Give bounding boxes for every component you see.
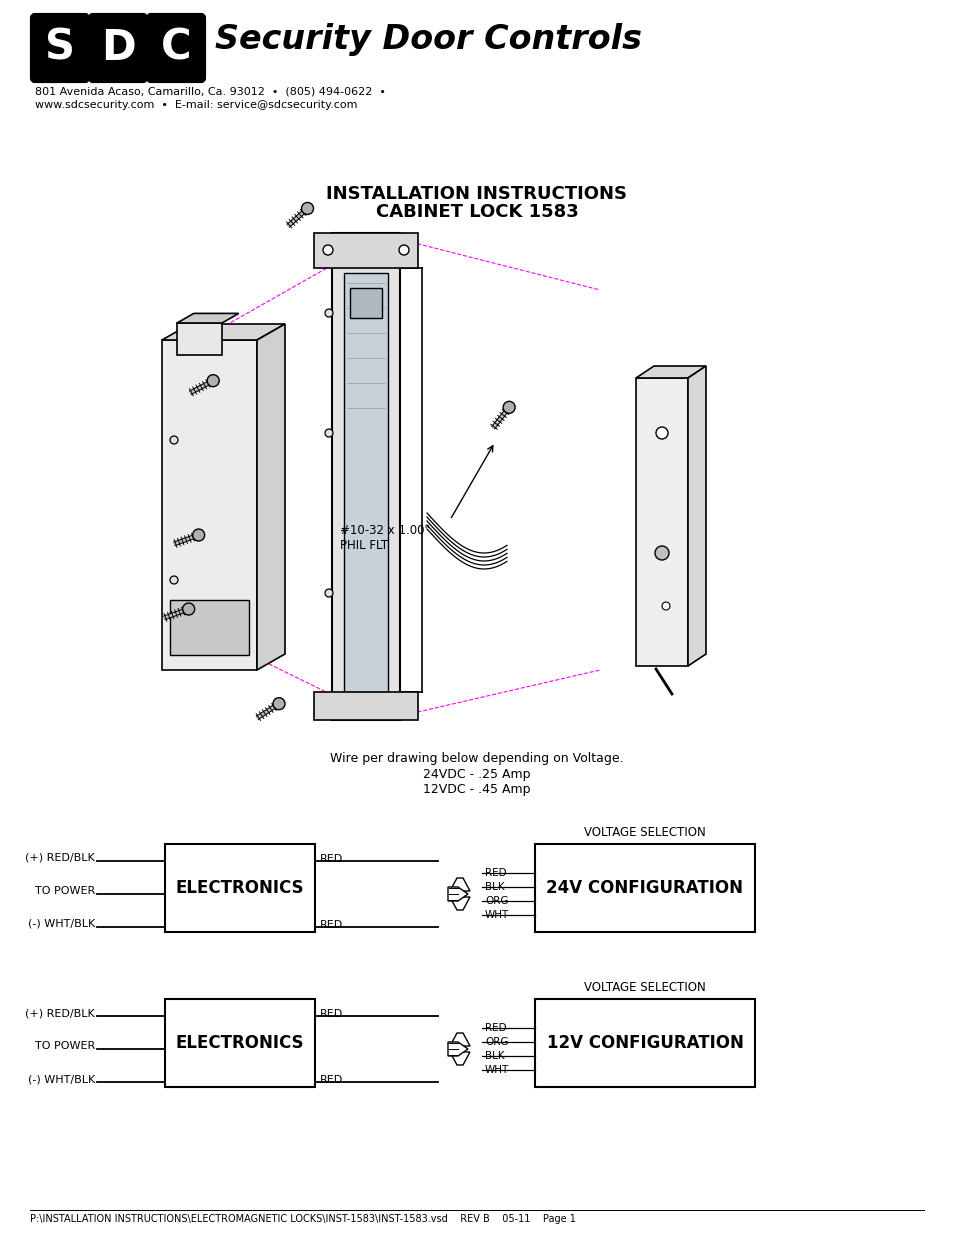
Polygon shape [162,324,285,340]
Circle shape [207,374,219,387]
Circle shape [502,401,515,414]
FancyBboxPatch shape [32,15,88,82]
Text: D: D [101,27,135,69]
Circle shape [398,245,409,254]
Text: ELECTRONICS: ELECTRONICS [175,1034,304,1052]
Circle shape [301,203,314,215]
Bar [165,844,314,932]
Text: S: S [45,27,75,69]
Text: #10-32 x 1.00"
PHIL FLT: #10-32 x 1.00" PHIL FLT [339,524,430,552]
Text: RED: RED [319,853,343,864]
Polygon shape [170,600,249,655]
Text: WHT: WHT [484,1065,509,1074]
Circle shape [655,546,668,559]
Polygon shape [450,878,470,890]
FancyBboxPatch shape [90,15,146,82]
Text: VOLTAGE SELECTION: VOLTAGE SELECTION [583,981,705,994]
Text: INSTALLATION INSTRUCTIONS: INSTALLATION INSTRUCTIONS [326,185,627,203]
Circle shape [661,601,669,610]
Text: RED: RED [484,1023,506,1032]
Text: (-) WHT/BLK: (-) WHT/BLK [28,1074,95,1084]
Circle shape [325,589,333,597]
Polygon shape [450,1032,470,1046]
FancyBboxPatch shape [148,15,204,82]
Polygon shape [636,366,705,378]
Text: ORG: ORG [484,1037,508,1047]
Text: CABINET LOCK 1583: CABINET LOCK 1583 [375,203,578,221]
Text: ELECTRONICS: ELECTRONICS [175,879,304,897]
Text: RED: RED [484,868,506,878]
Text: BLK: BLK [484,1051,504,1061]
Polygon shape [256,324,285,671]
Text: RED: RED [319,1009,343,1019]
Text: 24V CONFIGURATION: 24V CONFIGURATION [546,879,742,897]
Text: TO POWER: TO POWER [34,1041,95,1051]
Text: www.sdcsecurity.com  •  E-mail: service@sdcsecurity.com: www.sdcsecurity.com • E-mail: service@sd… [35,100,357,110]
Text: 24VDC - .25 Amp: 24VDC - .25 Amp [423,768,530,781]
Text: 12VDC - .45 Amp: 12VDC - .45 Amp [423,783,530,797]
Polygon shape [332,233,399,720]
Bar [535,844,754,932]
Text: (+) RED/BLK: (+) RED/BLK [25,1008,95,1018]
Polygon shape [450,897,470,910]
Circle shape [170,436,178,445]
Circle shape [193,529,205,541]
Text: C: C [160,27,192,69]
Text: P:\INSTALLATION INSTRUCTIONS\ELECTROMAGNETIC LOCKS\INST-1583\INST-1583.vsd    RE: P:\INSTALLATION INSTRUCTIONS\ELECTROMAGN… [30,1214,576,1224]
Polygon shape [344,273,388,695]
Text: RED: RED [319,1074,343,1086]
Text: Security Door Controls: Security Door Controls [214,23,641,56]
Text: VOLTAGE SELECTION: VOLTAGE SELECTION [583,826,705,839]
Text: (+) RED/BLK: (+) RED/BLK [25,853,95,863]
Bar [535,999,754,1087]
Polygon shape [448,887,468,902]
Circle shape [182,603,194,615]
Circle shape [325,429,333,437]
Circle shape [325,309,333,317]
Text: Wire per drawing below depending on Voltage.: Wire per drawing below depending on Volt… [330,752,623,764]
Polygon shape [314,233,417,268]
Text: (-) WHT/BLK: (-) WHT/BLK [28,919,95,929]
Polygon shape [177,324,222,354]
Polygon shape [636,378,687,666]
Text: BLK: BLK [484,882,504,892]
Text: 801 Avenida Acaso, Camarillo, Ca. 93012  •  (805) 494-0622  •: 801 Avenida Acaso, Camarillo, Ca. 93012 … [35,86,385,96]
Polygon shape [450,1052,470,1065]
Bar [165,999,314,1087]
Text: RED: RED [319,920,343,930]
Circle shape [273,698,285,710]
Text: TO POWER: TO POWER [34,885,95,897]
Text: WHT: WHT [484,910,509,920]
Circle shape [170,576,178,584]
Bar [350,288,381,317]
Polygon shape [314,692,417,720]
Text: ORG: ORG [484,897,508,906]
Text: 12V CONFIGURATION: 12V CONFIGURATION [546,1034,742,1052]
Circle shape [323,245,333,254]
Polygon shape [687,366,705,666]
Circle shape [656,427,667,438]
Polygon shape [448,1042,468,1056]
Polygon shape [162,340,256,671]
Polygon shape [177,314,238,324]
